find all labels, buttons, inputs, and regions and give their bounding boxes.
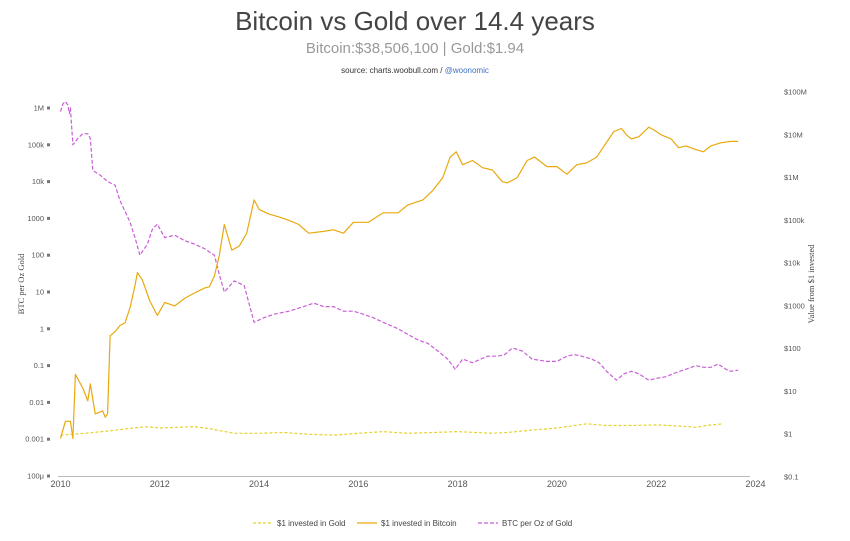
left-axis-tick-marker (47, 253, 50, 257)
right-axis-tick-label: $10 (784, 387, 797, 396)
legend-item[interactable]: BTC per Oz of Gold (478, 519, 572, 528)
series-line-1-invested-in-gold (60, 423, 724, 436)
right-axis-tick-label: $100k (784, 216, 805, 225)
right-axis-tick-label: $1M (784, 173, 799, 182)
x-axis-tick-label: 2016 (348, 479, 368, 489)
right-axis-tick-label: $100 (784, 344, 801, 353)
x-axis-tick-label: 2012 (150, 479, 170, 489)
left-axis-tick-label: 0.001 (25, 435, 44, 444)
legend-item[interactable]: $1 invested in Bitcoin (357, 519, 457, 528)
left-axis-tick-label: 10 (36, 288, 44, 297)
chart-legend[interactable]: $1 invested in Gold $1 invested in Bitcoi… (253, 519, 572, 528)
left-axis-tick-marker (47, 290, 50, 294)
left-axis-tick-label: 100 (31, 251, 44, 260)
x-axis-tick-label: 2010 (50, 479, 70, 489)
right-axis-tick-label: $10k (784, 259, 801, 268)
x-axis-tick-label: 2020 (547, 479, 567, 489)
right-axis-tick-label: $100M (784, 88, 807, 97)
right-axis-title: Value from $1 invested (806, 244, 816, 324)
chart-source: source: charts.woobull.com / @woonomic (0, 66, 830, 75)
right-axis-tick-label: $1 (784, 430, 792, 439)
left-axis-tick-label: 0.1 (34, 361, 44, 370)
right-axis-tick-label: $10M (784, 130, 803, 139)
chart-axes: 1M 100k 10k 1000 100 10 1 0.1 0.01 0.001 100μ $100M… (16, 88, 816, 490)
left-axis-tick-marker (47, 216, 50, 220)
left-axis-tick-label: 0.01 (29, 398, 44, 407)
source-prefix: source: charts.woobull.com / (341, 66, 445, 75)
chart-title: Bitcoin vs Gold over 14.4 years (235, 6, 595, 36)
left-axis-tick-label: 100k (28, 140, 45, 149)
left-axis-tick-marker (47, 180, 50, 184)
left-axis-tick-label: 1M (34, 104, 44, 113)
left-axis-tick-marker (47, 143, 50, 147)
left-axis-tick-marker (47, 437, 50, 441)
left-axis-tick-marker (47, 364, 50, 368)
left-axis-tick-label: 100μ (27, 472, 44, 481)
left-axis-title: BTC per Oz Gold (16, 253, 26, 314)
left-axis-tick-label: 10k (32, 177, 44, 186)
legend-label: $1 invested in Gold (277, 519, 346, 528)
x-axis-tick-label: 2018 (448, 479, 468, 489)
left-axis-tick-label: 1000 (27, 214, 44, 223)
legend-label: BTC per Oz of Gold (502, 519, 572, 528)
left-axis-tick-marker (47, 474, 50, 478)
left-axis-tick-label: 1 (40, 324, 44, 333)
x-axis-tick-label: 2022 (646, 479, 666, 489)
source-handle-link[interactable]: @woonomic (444, 66, 489, 75)
legend-item[interactable]: $1 invested in Gold (253, 519, 346, 528)
x-axis-tick-label: 2024 (746, 479, 766, 489)
series-line-1-invested-in-bitcoin (59, 126, 739, 439)
left-axis-tick-marker (47, 327, 50, 331)
left-axis-tick-marker (47, 106, 50, 110)
right-axis-tick-label: $1000 (784, 301, 805, 310)
legend-label: $1 invested in Bitcoin (381, 519, 457, 528)
right-axis-tick-label: $0.1 (784, 473, 799, 482)
series-line-btc-per-oz-of-gold (59, 100, 739, 381)
x-axis-tick-label: 2014 (249, 479, 269, 489)
chart-series (59, 100, 739, 439)
left-axis-tick-marker (47, 400, 50, 404)
chart-subtitle: Bitcoin:$38,506,100 | Gold:$1.94 (305, 40, 525, 57)
